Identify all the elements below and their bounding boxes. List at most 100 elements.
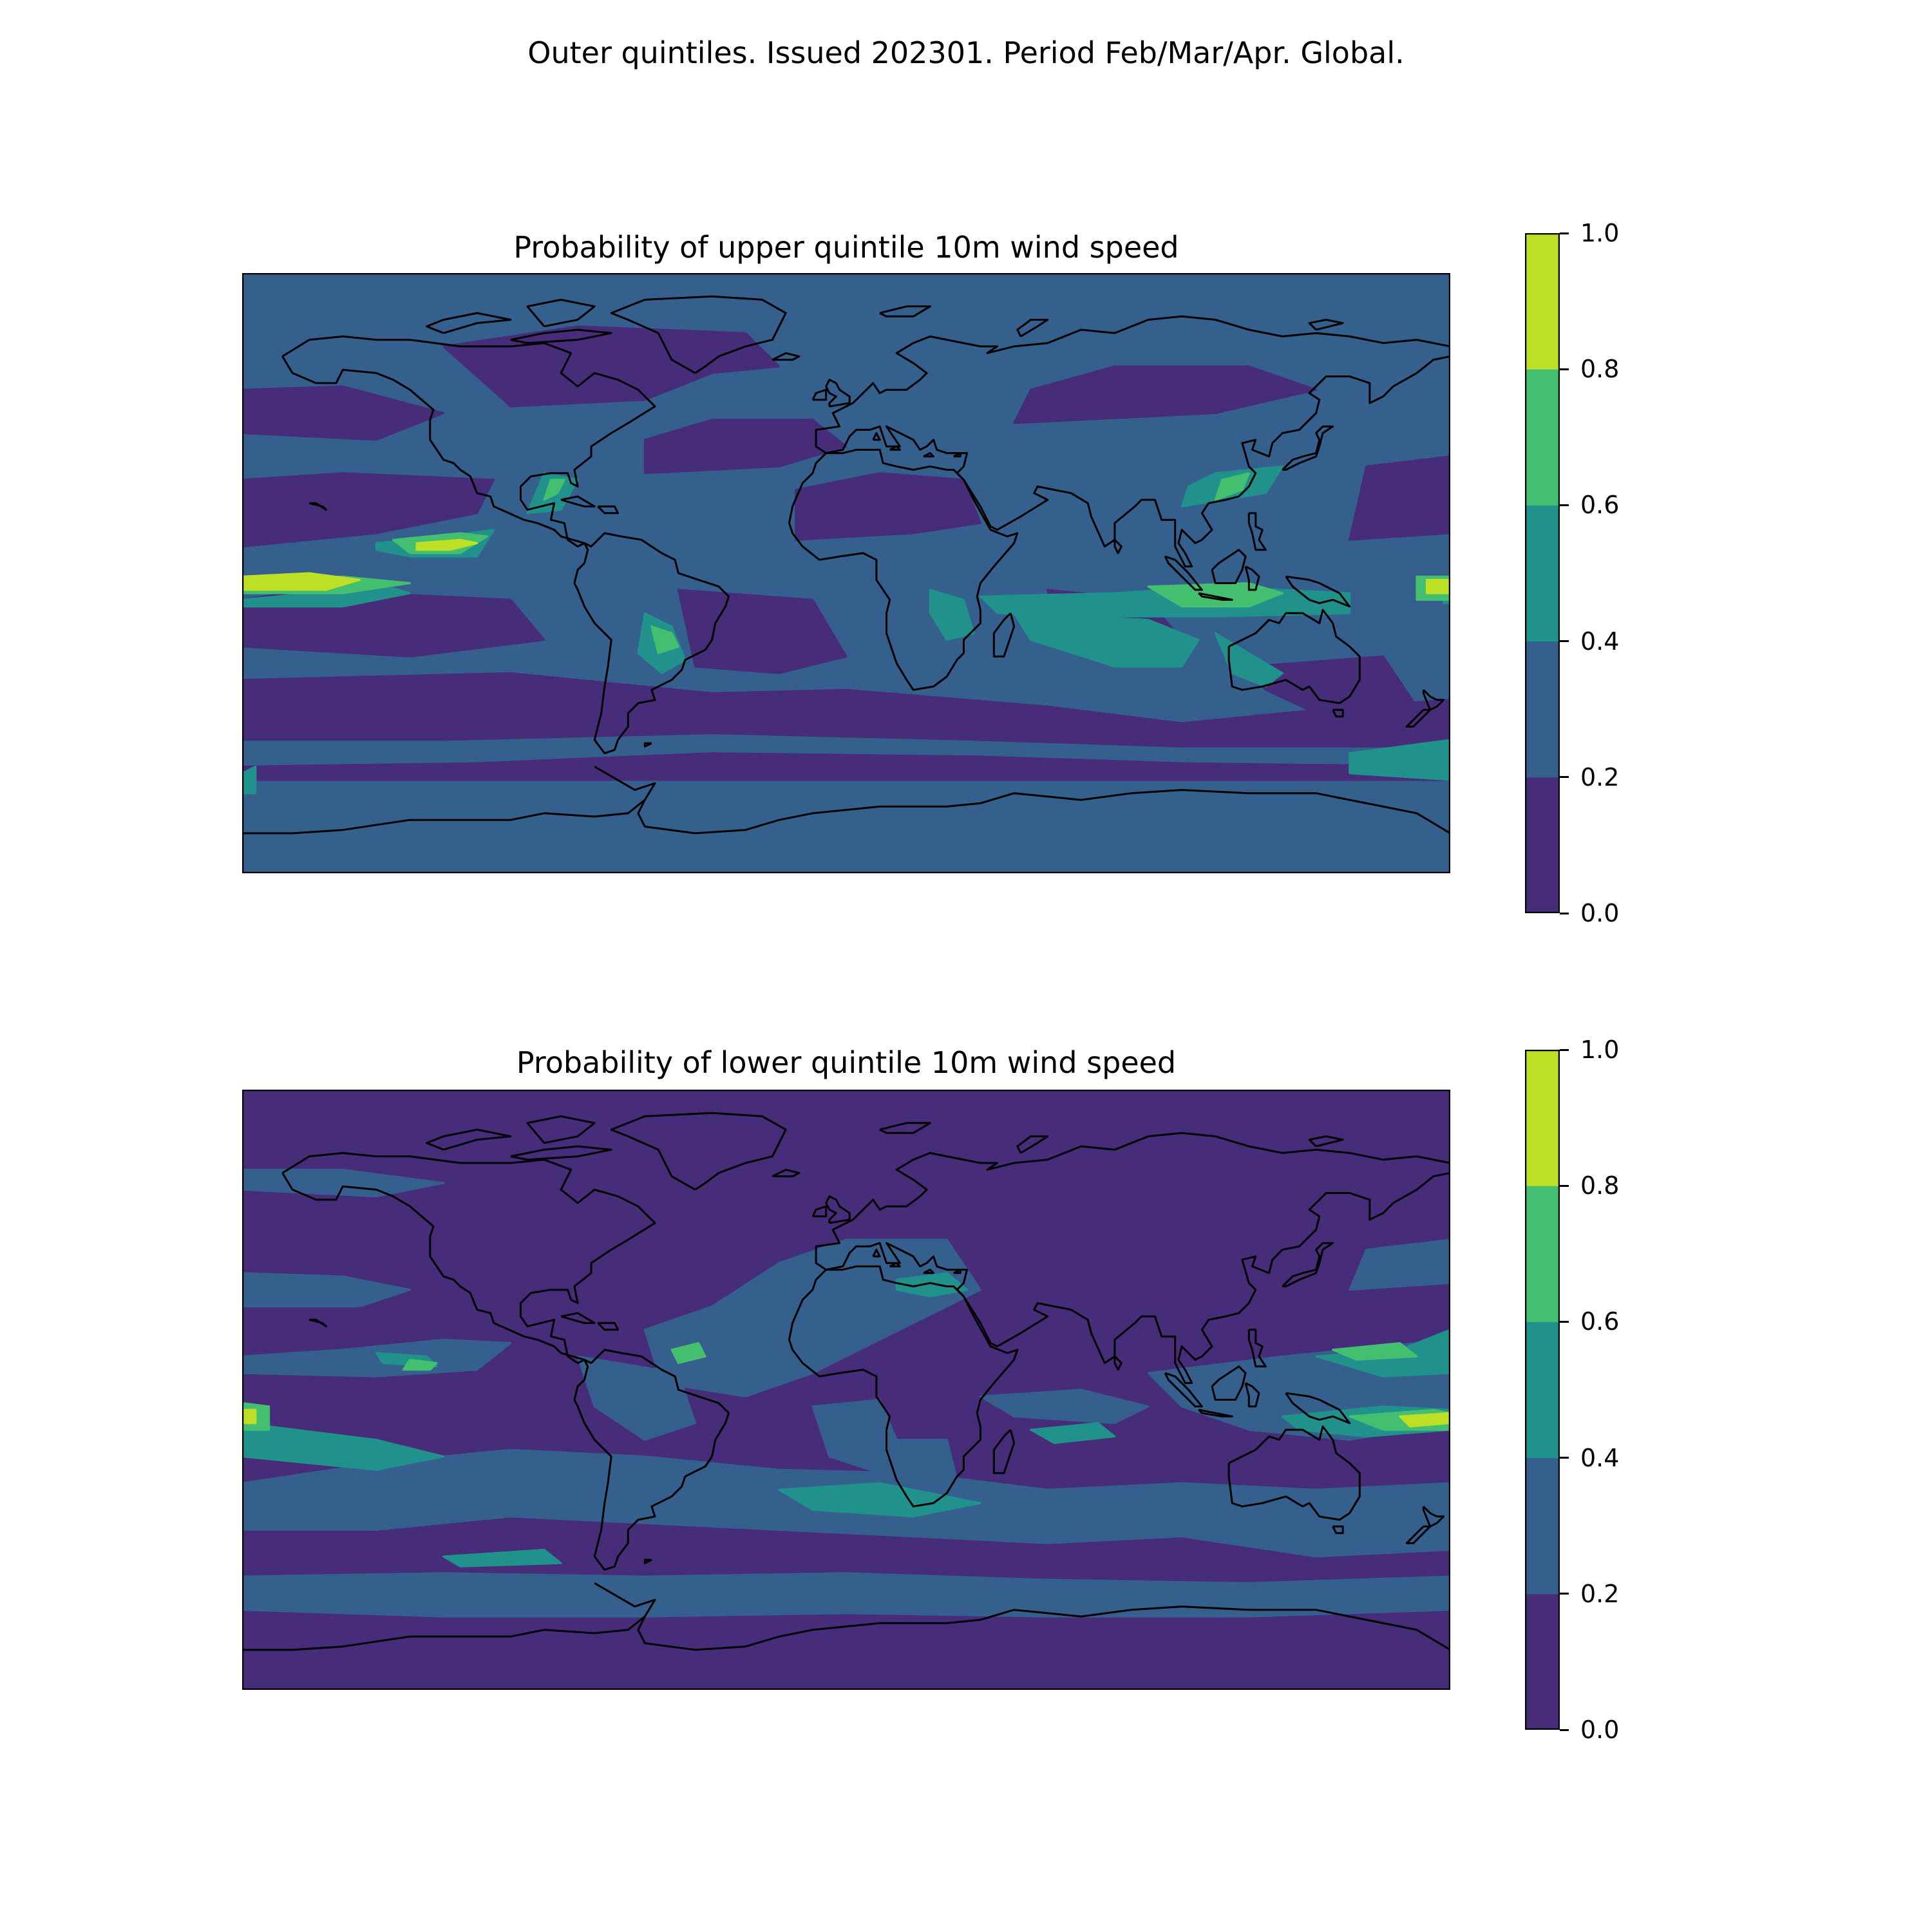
coastline xyxy=(811,388,828,401)
probability-contour-region xyxy=(242,1422,445,1471)
coastline xyxy=(1285,575,1351,608)
coastline xyxy=(1308,319,1344,331)
coastline xyxy=(815,1132,1450,1385)
coastline xyxy=(923,452,934,458)
upper-panel-title: Probability of upper quintile 10m wind s… xyxy=(513,230,1179,265)
colorbar-tick-label: 0.4 xyxy=(1580,627,1620,656)
colorbar-tick-mark xyxy=(1560,640,1569,643)
coastline xyxy=(825,1195,851,1224)
coastline xyxy=(281,335,656,548)
coastline xyxy=(1285,1392,1351,1425)
coastline xyxy=(426,1128,512,1151)
coastline xyxy=(637,789,1450,835)
coastline xyxy=(426,312,512,334)
colorbar-frame xyxy=(1525,233,1560,913)
coastline xyxy=(953,452,961,458)
coastline xyxy=(573,1349,730,1571)
colorbar-tick-mark xyxy=(1560,368,1569,370)
colorbar-tick-mark xyxy=(1560,1048,1569,1051)
coastline xyxy=(610,295,787,374)
coastline xyxy=(1332,708,1344,718)
colorbar-segment xyxy=(1525,233,1560,370)
coastline xyxy=(1244,565,1260,591)
coastline xyxy=(872,432,881,441)
colorbar-segment xyxy=(1525,1186,1560,1322)
probability-contour-region xyxy=(242,385,445,441)
coastline xyxy=(923,1269,934,1274)
probability-contour-region xyxy=(242,1338,512,1378)
probability-contour-region xyxy=(242,752,1450,781)
colorbar-tick-mark xyxy=(1560,776,1569,779)
coastline xyxy=(788,1265,1019,1508)
figure-suptitle: Outer quintiles. Issued 202301. Period F… xyxy=(527,35,1405,70)
colorbar-tick-label: 0.8 xyxy=(1580,355,1620,384)
colorbar-tick-label: 0.8 xyxy=(1580,1171,1620,1200)
probability-contour-region xyxy=(1349,1238,1450,1291)
probability-contour-region xyxy=(242,765,257,795)
coastline xyxy=(1113,1356,1122,1371)
probability-contour-region xyxy=(242,572,361,591)
coastline xyxy=(1244,1382,1260,1408)
colorbar-tick-mark xyxy=(1560,1457,1569,1459)
coastline xyxy=(1164,1372,1203,1408)
probability-contour-region xyxy=(242,1272,412,1308)
colorbar-tick-label: 1.0 xyxy=(1580,219,1620,247)
probability-contour-region xyxy=(415,538,478,551)
coastline xyxy=(1016,319,1049,337)
coastline xyxy=(242,1582,656,1651)
probability-contour-region xyxy=(242,1408,257,1425)
coastline xyxy=(1282,425,1334,471)
coastline xyxy=(560,1312,596,1324)
upper-quintile-map xyxy=(242,273,1450,873)
coastline xyxy=(308,502,327,511)
coastline xyxy=(953,1269,961,1274)
coastline xyxy=(1422,1506,1445,1528)
coastline xyxy=(526,298,596,328)
colorbar-tick-mark xyxy=(1560,504,1569,506)
coastline xyxy=(992,612,1016,658)
probability-contour-region xyxy=(1349,739,1450,781)
coastline xyxy=(879,1122,931,1134)
probability-contour-region xyxy=(929,589,975,641)
colorbar-tick-label: 0.2 xyxy=(1580,762,1620,791)
probability-contour-region xyxy=(895,1272,969,1298)
colorbar-segment xyxy=(1525,1321,1560,1459)
coastline xyxy=(526,1115,596,1144)
colorbar-segment xyxy=(1525,641,1560,778)
probability-contour-region xyxy=(242,672,1450,748)
map-background xyxy=(242,273,1450,873)
probability-contour-region xyxy=(979,1388,1150,1425)
colorbar-segment xyxy=(1525,1050,1560,1186)
coastline xyxy=(1422,689,1445,711)
coastline xyxy=(1227,1425,1361,1521)
coastline xyxy=(573,532,730,755)
coastline xyxy=(1164,555,1203,591)
lower-panel-title: Probability of lower quintile 10m wind s… xyxy=(516,1045,1177,1080)
probability-contour-region xyxy=(650,625,679,654)
coastline xyxy=(597,1321,620,1331)
probability-contour-region xyxy=(543,478,565,501)
upper-colorbar xyxy=(1525,233,1560,913)
coastline xyxy=(1405,1525,1432,1544)
coastline xyxy=(1247,512,1267,551)
probability-contour-region xyxy=(442,1549,562,1567)
probability-contour-region xyxy=(1349,455,1450,541)
coastline xyxy=(610,1112,787,1191)
probability-contour-region xyxy=(778,1482,981,1518)
colorbar-tick-label: 0.2 xyxy=(1580,1579,1620,1608)
coastline xyxy=(510,328,612,345)
coastline xyxy=(772,352,800,361)
coastline xyxy=(597,505,620,515)
probability-contour-region xyxy=(1013,612,1200,668)
coastline xyxy=(281,1151,656,1365)
colorbar-segment xyxy=(1525,369,1560,506)
coastline xyxy=(1211,549,1247,584)
colorbar-tick-mark xyxy=(1560,232,1569,234)
coastline xyxy=(1227,609,1361,705)
coastline xyxy=(637,1605,1450,1651)
coastline xyxy=(643,742,652,748)
probability-contour-region xyxy=(402,1358,438,1371)
colorbar-tick-label: 0.0 xyxy=(1580,899,1620,927)
coastline xyxy=(643,1558,652,1564)
colorbar-tick-mark xyxy=(1560,1320,1569,1323)
